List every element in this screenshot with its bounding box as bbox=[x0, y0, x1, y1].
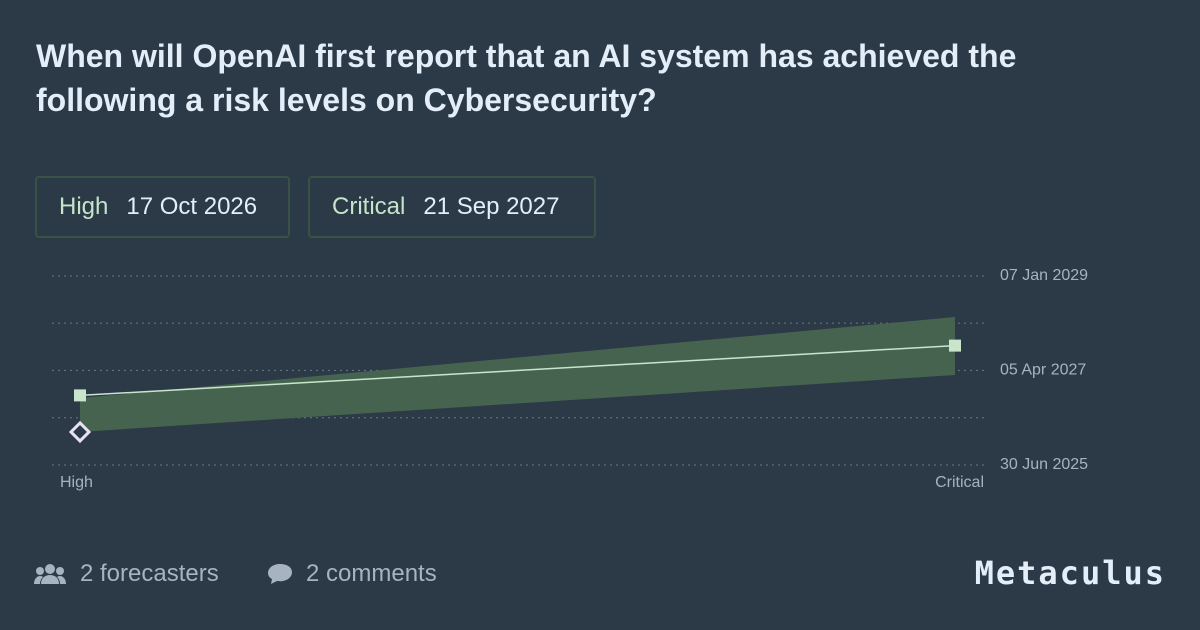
title: When will OpenAI first report that an AI… bbox=[36, 38, 1017, 118]
chip: High 17 Oct 2026 bbox=[35, 176, 290, 238]
y-tick-label: 05 Apr 2027 bbox=[1000, 362, 1086, 379]
forecasters: 2 forecasters bbox=[34, 560, 219, 588]
chip-value: 21 Sep 2027 bbox=[423, 193, 560, 220]
point bbox=[949, 339, 961, 352]
marker bbox=[68, 420, 92, 444]
comments: 2 comments bbox=[266, 560, 437, 588]
forecasters-text: 2 forecasters bbox=[80, 560, 219, 587]
chip-label: High bbox=[59, 193, 109, 220]
band bbox=[80, 316, 955, 432]
comments-text: 2 comments bbox=[306, 560, 437, 587]
y-tick-label: 30 Jun 2025 bbox=[1000, 456, 1088, 473]
chip-value: 17 Oct 2026 bbox=[126, 193, 258, 220]
brand: Metaculus bbox=[974, 554, 1166, 592]
line bbox=[79, 344, 956, 397]
chip-label: Critical bbox=[332, 193, 406, 220]
comment-icon bbox=[268, 564, 292, 584]
x-tick-label: Critical bbox=[935, 474, 984, 491]
point bbox=[74, 389, 86, 402]
chip: Critical 21 Sep 2027 bbox=[308, 176, 596, 238]
y-tick-label: 07 Jan 2029 bbox=[1000, 267, 1088, 284]
people-icon bbox=[34, 564, 66, 584]
x-tick-label: High bbox=[60, 474, 93, 491]
